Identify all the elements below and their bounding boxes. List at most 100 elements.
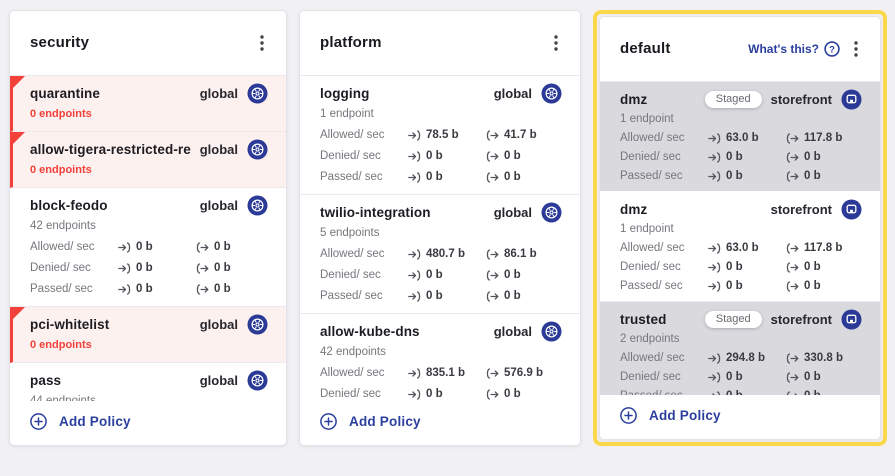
question-circle-icon: ? xyxy=(824,41,840,57)
arrow-into-bracket-icon xyxy=(708,171,721,182)
whats-this-link[interactable]: What's this?? xyxy=(748,41,840,57)
policy-stats: Allowed/ sec 294.8 b 330.8 b Denied/ sec 0 b… xyxy=(620,351,862,395)
endpoint-count: 42 endpoints xyxy=(320,345,386,358)
global-icon xyxy=(541,202,562,223)
stat-label: Allowed/ sec xyxy=(320,247,385,260)
global-icon xyxy=(541,321,562,342)
policy-card-logging[interactable]: logging global 1 endpoint Allowed/ sec 78.5 … xyxy=(300,75,580,195)
policy-name: allow-tigera-restricted-resources xyxy=(30,141,191,157)
arrow-into-bracket-icon xyxy=(708,372,721,383)
policy-scope-label: storefront xyxy=(770,201,832,217)
policy-name: allow-kube-dns xyxy=(320,323,420,339)
policy-card-twilio-integration[interactable]: twilio-integration global 5 endpoints Allow… xyxy=(300,194,580,314)
policy-card-block-feodo[interactable]: block-feodo global 42 endpoints Allowed/ se… xyxy=(10,187,286,307)
policy-title-row: trusted Staged storefront xyxy=(620,309,862,330)
policy-name: quarantine xyxy=(30,85,101,101)
stat-label: Denied/ sec xyxy=(30,261,91,274)
arrow-into-bracket-icon xyxy=(708,133,721,144)
policy-card-allow-kube-dns[interactable]: allow-kube-dns global 42 endpoints Allowed/… xyxy=(300,313,580,401)
arrow-into-bracket-icon xyxy=(408,270,421,281)
add-policy-button[interactable]: Add Policy xyxy=(300,401,580,445)
stat-outbound-value: 330.8 b xyxy=(786,351,862,366)
stat-inbound-value: 0 b xyxy=(708,169,786,184)
stat-outbound-value: 117.8 b xyxy=(786,241,862,256)
stat-outbound-value: 0 b xyxy=(786,260,862,275)
policy-name: dmz xyxy=(620,201,648,217)
tier-title: security xyxy=(30,34,90,52)
policy-card-allow-tigera-restricted-resources[interactable]: allow-tigera-restricted-resources global 0… xyxy=(10,131,286,188)
stat-inbound-value: 0 b xyxy=(408,268,486,283)
stat-outbound-value: 0 b xyxy=(196,282,268,297)
tier-frame: platform logging global 1 endpoint Allowed/ … xyxy=(299,10,581,446)
add-policy-button[interactable]: Add Policy xyxy=(600,395,880,439)
policy-card-pci-whitelist[interactable]: pci-whitelist global 0 endpoints xyxy=(10,306,286,363)
namespace-icon xyxy=(841,89,862,110)
global-icon xyxy=(247,370,268,391)
arrow-out-of-bracket-icon xyxy=(486,270,499,281)
arrow-into-bracket-icon xyxy=(408,368,421,379)
policy-scope-label: global xyxy=(199,372,238,388)
stat-label: Allowed/ sec xyxy=(620,351,685,364)
tier-column-default: default What's this?? dmz Staged storefront 1… xyxy=(599,16,881,440)
policy-card-trusted[interactable]: trusted Staged storefront 2 endpoints Allowe… xyxy=(600,301,880,395)
endpoint-count: 2 endpoints xyxy=(620,332,680,345)
stat-inbound-value: 0 b xyxy=(408,387,486,401)
arrow-out-of-bracket-icon xyxy=(786,243,799,254)
arrow-into-bracket-icon xyxy=(408,291,421,302)
tier-menu-button[interactable] xyxy=(848,39,864,59)
stat-inbound-value: 63.0 b xyxy=(708,131,786,146)
add-policy-button[interactable]: Add Policy xyxy=(10,401,286,445)
tier-menu-button[interactable] xyxy=(548,33,564,53)
stat-label: Passed/ sec xyxy=(620,169,683,182)
stat-outbound-value: 0 b xyxy=(196,261,268,276)
policy-card-dmz[interactable]: dmz storefront 1 endpoint Allowed/ sec 63.0 … xyxy=(600,191,880,302)
policy-name: dmz xyxy=(620,91,648,107)
plus-circle-icon xyxy=(620,407,637,424)
stat-label: Passed/ sec xyxy=(320,289,383,302)
arrow-into-bracket-icon xyxy=(118,284,131,295)
stat-label: Allowed/ sec xyxy=(30,240,95,253)
arrow-into-bracket-icon xyxy=(708,353,721,364)
stat-inbound-value: 0 b xyxy=(118,240,196,255)
add-policy-label: Add Policy xyxy=(649,408,721,423)
arrow-into-bracket-icon xyxy=(408,130,421,141)
policy-stats: Allowed/ sec 835.1 b 576.9 b Denied/ sec 0 b… xyxy=(320,366,562,401)
policy-scope-label: global xyxy=(199,197,238,213)
tier-policy-list: dmz Staged storefront 1 endpoint Allowed/ se… xyxy=(600,81,880,395)
policy-scope-label: global xyxy=(199,85,238,101)
namespace-icon xyxy=(841,309,862,330)
policy-title-row: allow-tigera-restricted-resources global xyxy=(30,139,268,160)
stat-label: Denied/ sec xyxy=(620,150,681,163)
arrow-out-of-bracket-icon xyxy=(486,130,499,141)
stat-outbound-value: 0 b xyxy=(196,240,268,255)
stat-inbound-value: 0 b xyxy=(118,282,196,297)
tier-header: default What's this?? xyxy=(600,17,880,82)
stat-inbound-value: 0 b xyxy=(408,170,486,185)
tier-menu-button[interactable] xyxy=(254,33,270,53)
policy-title-row: logging global xyxy=(320,83,562,104)
policy-scope-label: global xyxy=(493,323,532,339)
staged-badge: Staged xyxy=(704,90,762,108)
arrow-into-bracket-icon xyxy=(118,263,131,274)
stat-label: Allowed/ sec xyxy=(320,366,385,379)
policy-name: logging xyxy=(320,85,370,101)
arrow-out-of-bracket-icon xyxy=(196,284,209,295)
policy-card-dmz[interactable]: dmz Staged storefront 1 endpoint Allowed/ se… xyxy=(600,81,880,192)
policy-scope-label: global xyxy=(199,316,238,332)
policy-card-quarantine[interactable]: quarantine global 0 endpoints xyxy=(10,75,286,132)
stat-outbound-value: 0 b xyxy=(486,387,562,401)
policy-name: trusted xyxy=(620,311,667,327)
stat-label: Denied/ sec xyxy=(320,268,381,281)
arrow-out-of-bracket-icon xyxy=(786,353,799,364)
stat-inbound-value: 0 b xyxy=(708,150,786,165)
stat-inbound-value: 0 b xyxy=(408,149,486,164)
arrow-out-of-bracket-icon xyxy=(486,389,499,400)
stat-outbound-value: 86.1 b xyxy=(486,247,562,262)
policy-scope-label: storefront xyxy=(770,91,832,107)
tier-policy-list: logging global 1 endpoint Allowed/ sec 78.5 … xyxy=(300,75,580,401)
tier-header: security xyxy=(10,11,286,76)
stat-inbound-value: 0 b xyxy=(118,261,196,276)
stat-inbound-value: 0 b xyxy=(708,279,786,294)
